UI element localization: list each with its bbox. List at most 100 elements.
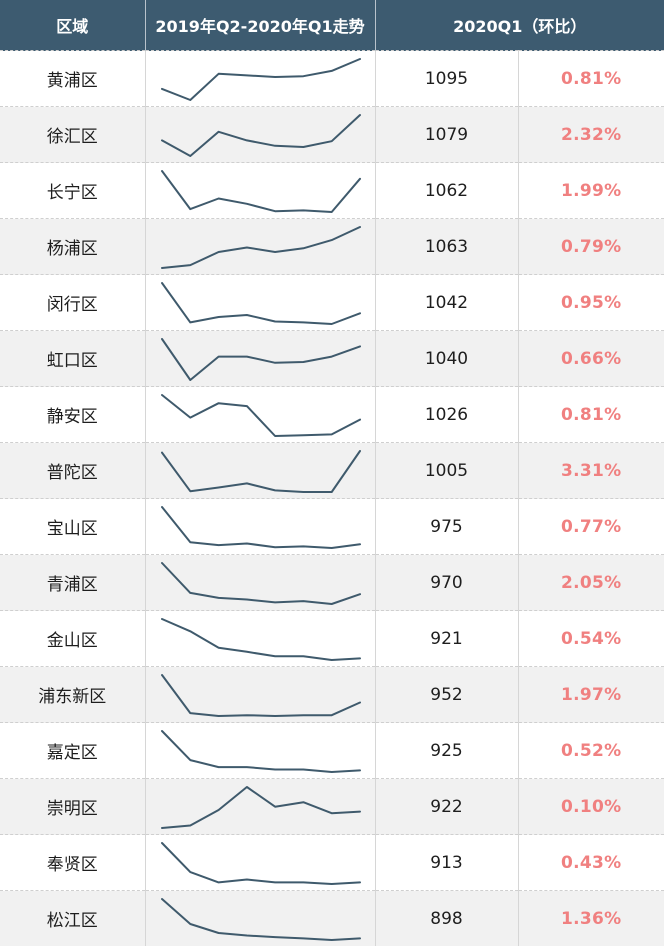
trend-sparkline-cell bbox=[145, 778, 376, 835]
qoq-change: 3.31% bbox=[518, 442, 664, 499]
trend-sparkline-cell bbox=[145, 722, 376, 779]
trend-sparkline-cell bbox=[145, 386, 376, 443]
qoq-change: 1.36% bbox=[518, 890, 664, 946]
district-name: 宝山区 bbox=[0, 498, 146, 555]
trend-line bbox=[160, 282, 361, 325]
trend-line bbox=[160, 450, 361, 493]
table-row: 普陀区 1005 3.31% bbox=[0, 442, 664, 499]
header-value: 2020Q1（环比） bbox=[375, 0, 664, 51]
district-name: 杨浦区 bbox=[0, 218, 146, 275]
price-value: 1095 bbox=[375, 50, 519, 107]
table-row: 金山区 921 0.54% bbox=[0, 610, 664, 667]
table-row: 长宁区 1062 1.99% bbox=[0, 162, 664, 219]
trend-sparkline-cell bbox=[145, 218, 376, 275]
trend-sparkline bbox=[160, 898, 361, 941]
trend-sparkline bbox=[160, 842, 361, 885]
trend-sparkline-cell bbox=[145, 330, 376, 387]
price-value: 1063 bbox=[375, 218, 519, 275]
table-row: 青浦区 970 2.05% bbox=[0, 554, 664, 611]
trend-sparkline-cell bbox=[145, 890, 376, 946]
trend-sparkline-cell bbox=[145, 666, 376, 723]
trend-sparkline bbox=[160, 618, 361, 661]
trend-sparkline-cell bbox=[145, 610, 376, 667]
district-name: 普陀区 bbox=[0, 442, 146, 499]
trend-sparkline bbox=[160, 114, 361, 157]
trend-sparkline bbox=[160, 338, 361, 381]
table-row: 徐汇区 1079 2.32% bbox=[0, 106, 664, 163]
qoq-change: 0.52% bbox=[518, 722, 664, 779]
qoq-change: 0.81% bbox=[518, 50, 664, 107]
qoq-change: 0.66% bbox=[518, 330, 664, 387]
qoq-change: 1.99% bbox=[518, 162, 664, 219]
trend-line bbox=[160, 674, 361, 717]
trend-sparkline-cell bbox=[145, 498, 376, 555]
trend-sparkline bbox=[160, 394, 361, 437]
price-value: 1079 bbox=[375, 106, 519, 163]
price-value: 952 bbox=[375, 666, 519, 723]
trend-line bbox=[160, 618, 361, 661]
district-name: 闵行区 bbox=[0, 274, 146, 331]
price-value: 925 bbox=[375, 722, 519, 779]
trend-sparkline bbox=[160, 506, 361, 549]
district-name: 徐汇区 bbox=[0, 106, 146, 163]
district-name: 浦东新区 bbox=[0, 666, 146, 723]
table-row: 黄浦区 1095 0.81% bbox=[0, 50, 664, 107]
trend-line bbox=[160, 786, 361, 829]
table-row: 嘉定区 925 0.52% bbox=[0, 722, 664, 779]
table-row: 杨浦区 1063 0.79% bbox=[0, 218, 664, 275]
trend-line bbox=[160, 338, 361, 381]
trend-sparkline-cell bbox=[145, 162, 376, 219]
trend-sparkline bbox=[160, 674, 361, 717]
table-body: 黄浦区 1095 0.81% 徐汇区 1079 2.32% 长宁区 1062 1.99% 杨浦区 1… bbox=[0, 50, 664, 946]
table-row: 闵行区 1042 0.95% bbox=[0, 274, 664, 331]
qoq-change: 0.79% bbox=[518, 218, 664, 275]
trend-line bbox=[160, 58, 361, 101]
district-name: 奉贤区 bbox=[0, 834, 146, 891]
header-district: 区域 bbox=[0, 0, 146, 51]
table-row: 崇明区 922 0.10% bbox=[0, 778, 664, 835]
trend-line bbox=[160, 114, 361, 157]
qoq-change: 0.43% bbox=[518, 834, 664, 891]
price-value: 1005 bbox=[375, 442, 519, 499]
district-name: 黄浦区 bbox=[0, 50, 146, 107]
trend-line bbox=[160, 170, 361, 213]
qoq-change: 2.32% bbox=[518, 106, 664, 163]
price-value: 1026 bbox=[375, 386, 519, 443]
qoq-change: 0.77% bbox=[518, 498, 664, 555]
table-row: 奉贤区 913 0.43% bbox=[0, 834, 664, 891]
table-row: 虹口区 1040 0.66% bbox=[0, 330, 664, 387]
price-value: 975 bbox=[375, 498, 519, 555]
trend-sparkline bbox=[160, 170, 361, 213]
qoq-change: 0.95% bbox=[518, 274, 664, 331]
price-value: 1062 bbox=[375, 162, 519, 219]
trend-line bbox=[160, 226, 361, 269]
district-name: 静安区 bbox=[0, 386, 146, 443]
qoq-change: 1.97% bbox=[518, 666, 664, 723]
price-value: 922 bbox=[375, 778, 519, 835]
header-row: 区域 2019年Q2-2020年Q1走势 2020Q1（环比） bbox=[0, 0, 664, 51]
price-value: 970 bbox=[375, 554, 519, 611]
table-row: 静安区 1026 0.81% bbox=[0, 386, 664, 443]
table-row: 浦东新区 952 1.97% bbox=[0, 666, 664, 723]
district-name: 长宁区 bbox=[0, 162, 146, 219]
district-name: 金山区 bbox=[0, 610, 146, 667]
trend-line bbox=[160, 394, 361, 437]
trend-sparkline-cell bbox=[145, 50, 376, 107]
price-value: 913 bbox=[375, 834, 519, 891]
district-name: 崇明区 bbox=[0, 778, 146, 835]
trend-sparkline bbox=[160, 562, 361, 605]
table-row: 宝山区 975 0.77% bbox=[0, 498, 664, 555]
district-name: 松江区 bbox=[0, 890, 146, 946]
table-row: 松江区 898 1.36% bbox=[0, 890, 664, 946]
price-value: 1040 bbox=[375, 330, 519, 387]
district-name: 虹口区 bbox=[0, 330, 146, 387]
trend-sparkline-cell bbox=[145, 834, 376, 891]
trend-line bbox=[160, 506, 361, 549]
district-name: 青浦区 bbox=[0, 554, 146, 611]
trend-sparkline bbox=[160, 58, 361, 101]
trend-sparkline bbox=[160, 282, 361, 325]
trend-line bbox=[160, 842, 361, 885]
trend-sparkline-cell bbox=[145, 106, 376, 163]
trend-sparkline-cell bbox=[145, 442, 376, 499]
